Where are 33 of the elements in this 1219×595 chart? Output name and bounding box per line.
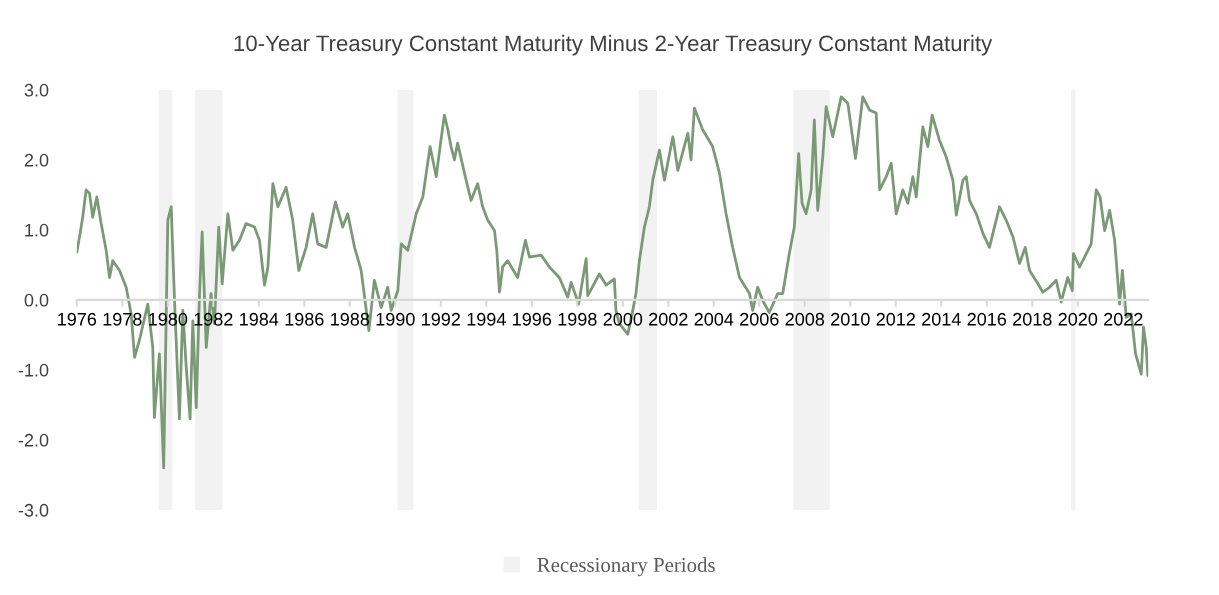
x-tick-label: 2012	[876, 312, 915, 326]
x-tick-label: 1982	[194, 312, 233, 326]
x-tick-label: 2016	[967, 312, 1007, 326]
x-tick-label: 1978	[103, 312, 142, 326]
y-tick-label: -3.0	[18, 503, 49, 517]
x-tick-label: 2000	[603, 312, 643, 326]
x-tick-label: 1998	[558, 312, 597, 326]
x-tick-label: 1990	[376, 312, 415, 326]
x-tick-label: 1994	[467, 312, 506, 326]
x-tick-label: 1986	[285, 312, 324, 326]
chart-title: 10-Year Treasury Constant Maturity Minus 2-Year Treasury Constant Maturity	[234, 34, 993, 56]
y-tick-label: 3.0	[24, 83, 49, 97]
x-tick-label: 2008	[785, 312, 825, 326]
y-tick-label: -1.0	[18, 363, 49, 377]
x-tick-label: 2006	[740, 312, 779, 326]
x-tick-label: 1980	[149, 312, 188, 326]
x-tick-label: 2018	[1013, 312, 1052, 326]
x-tick-label: 2020	[1058, 312, 1098, 326]
y-tick-label: 1.0	[25, 223, 49, 237]
x-tick-label: 1988	[331, 312, 370, 326]
x-tick-label: 2002	[649, 312, 688, 326]
x-tick-label: 2010	[831, 312, 870, 326]
y-tick-label: 2.0	[24, 153, 49, 167]
y-tick-label: -2.0	[18, 433, 49, 447]
x-tick-label: 2014	[922, 312, 961, 326]
legend-label: Recessionary Periods	[537, 557, 715, 577]
x-tick-label: 2004	[694, 312, 734, 326]
x-tick-label: 1992	[422, 312, 460, 326]
x-tick-label: 2022	[1104, 312, 1143, 326]
x-tick-label: 1976	[58, 312, 97, 326]
x-tick-label: 1984	[240, 312, 279, 326]
y-tick-label: 0.0	[24, 293, 49, 307]
x-tick-label: 1996	[513, 312, 552, 326]
